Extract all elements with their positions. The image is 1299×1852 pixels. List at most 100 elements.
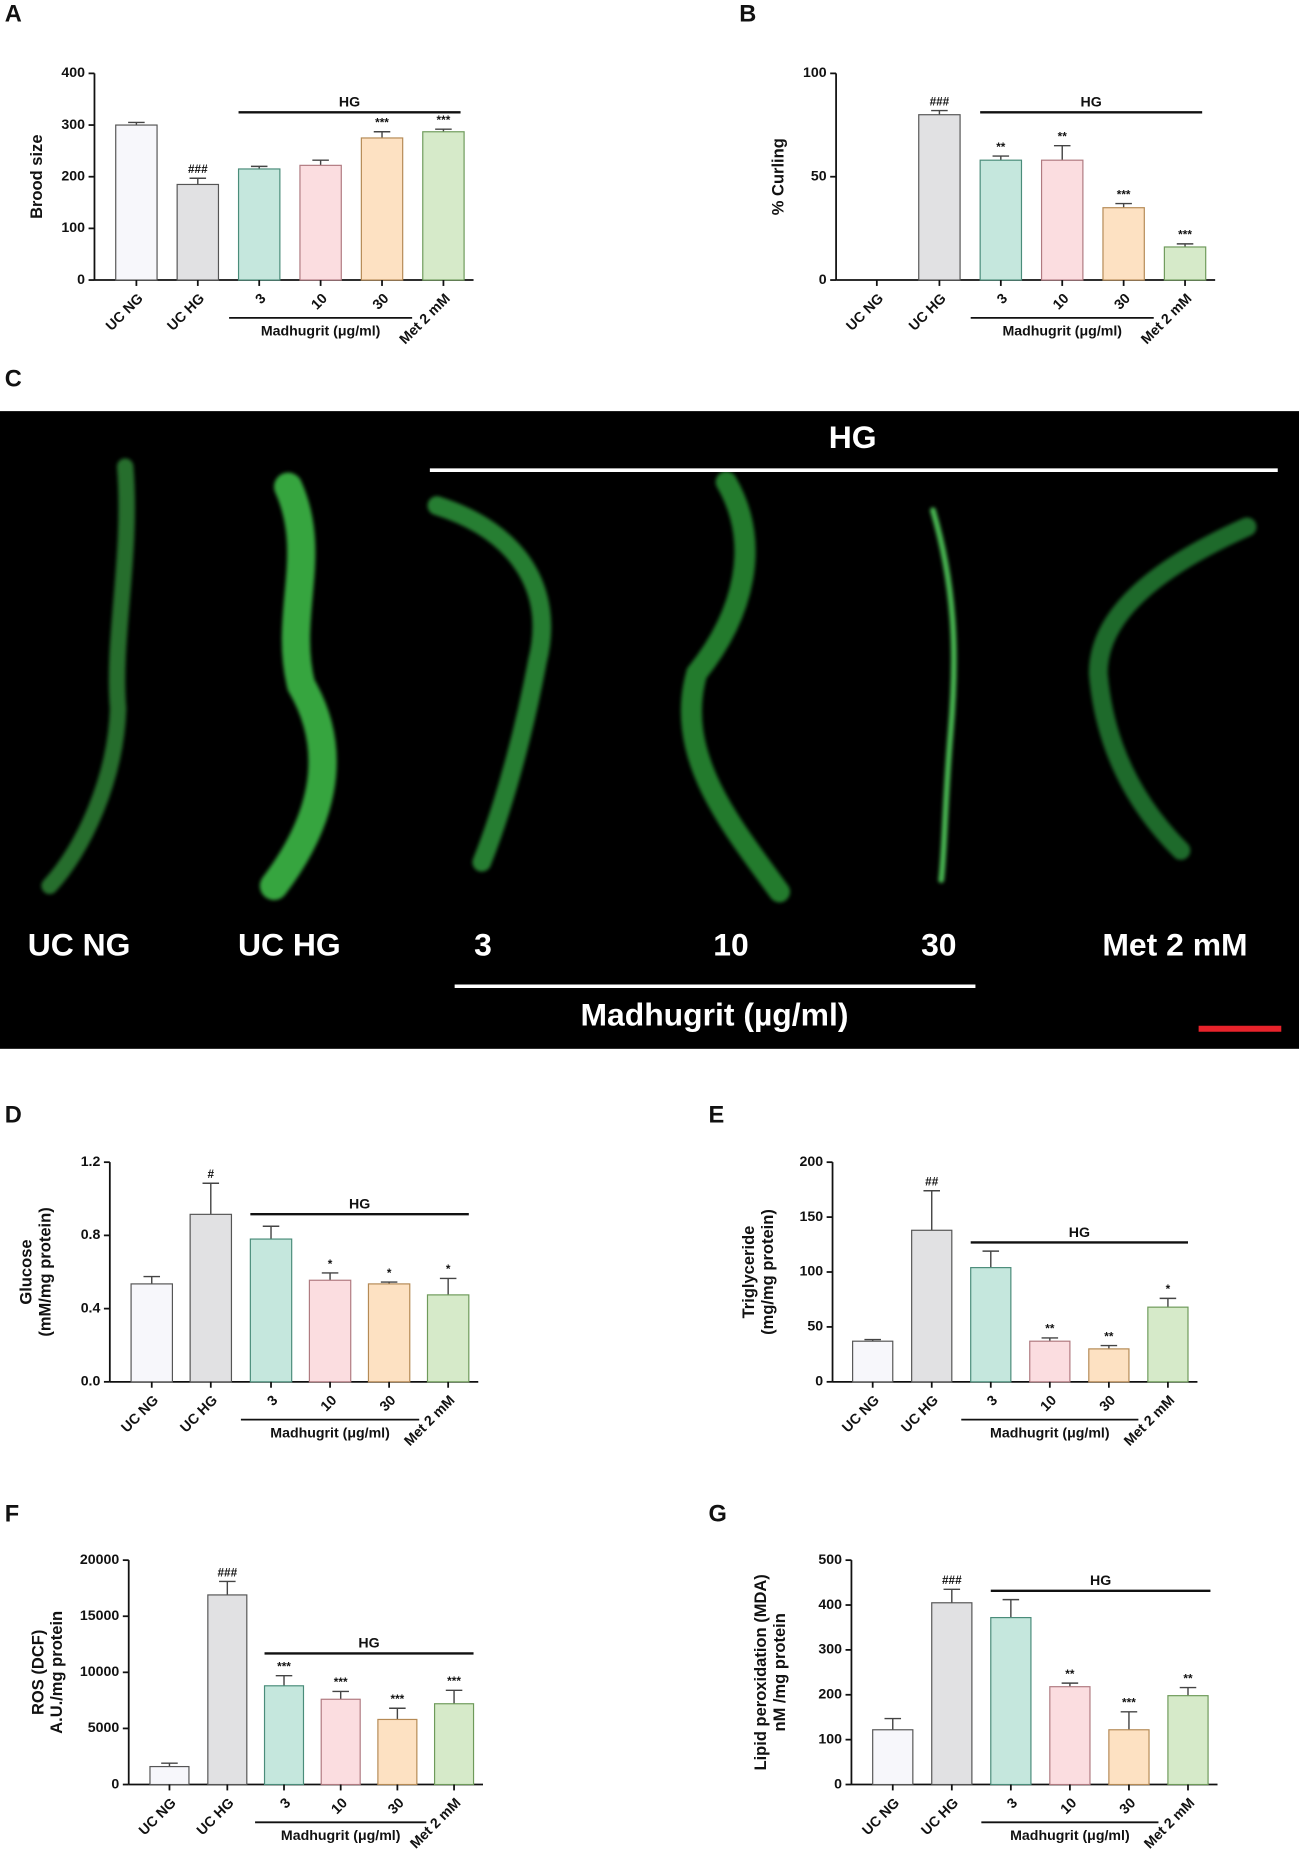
- chart: G 0 100 200 300 400 500 Lipid peroxidation (MDA…: [709, 1502, 1218, 1852]
- x-tick-label: Met 2 mM: [1141, 1795, 1198, 1852]
- image-label: UC HG: [238, 927, 341, 963]
- y-tick-label: 500: [818, 1552, 842, 1568]
- bar: [1167, 1695, 1209, 1786]
- image-label: 10: [713, 927, 748, 963]
- x-tick-label: 3: [1004, 1795, 1021, 1812]
- significance-label: ***: [1122, 1696, 1136, 1710]
- x-tick-label: 3: [994, 291, 1011, 308]
- significance-label: ***: [334, 1675, 348, 1689]
- y-tick-label: 50: [807, 1319, 823, 1335]
- y-tick-label: 100: [818, 1731, 842, 1747]
- bar: [149, 1765, 190, 1786]
- y-tick-label: 400: [61, 65, 85, 81]
- significance-label: ###: [188, 162, 208, 176]
- chart: D 0.0 0.4 0.8 1.2 Glucose (mM/mg protein) UC NG…: [5, 1102, 479, 1449]
- y-tick-label: 5000: [88, 1720, 120, 1736]
- x-tick-label: UC NG: [103, 291, 147, 335]
- group-label: HG: [829, 419, 877, 455]
- significance-label: ***: [437, 113, 451, 127]
- bar: [433, 1703, 475, 1786]
- y-axis-label: Triglyceride: [739, 1226, 758, 1319]
- bar: [308, 1279, 352, 1383]
- y-tick-label: 300: [61, 117, 85, 133]
- x-tick-label: 30: [1117, 1795, 1140, 1818]
- significance-label: ***: [390, 1692, 404, 1706]
- bar: [426, 1294, 470, 1383]
- bar: [115, 124, 158, 281]
- significance-label: ***: [1178, 228, 1192, 242]
- significance-label: **: [1058, 130, 1068, 144]
- group-label: HG: [349, 1196, 370, 1212]
- worms: [41, 458, 1257, 903]
- x-tick-label: Met 2 mM: [401, 1393, 458, 1450]
- bar: [1088, 1348, 1130, 1383]
- x-tick-label: 30: [385, 1795, 408, 1818]
- x-tick-label: Met 2 mM: [1138, 291, 1195, 348]
- y-axis-label: Brood size: [27, 134, 46, 218]
- significance-label: ***: [375, 116, 389, 130]
- significance-label: **: [1104, 1329, 1114, 1343]
- x-tick-label: UC HG: [177, 1393, 221, 1437]
- y-tick-label: 100: [803, 65, 827, 81]
- y-tick-label: 0.8: [81, 1227, 101, 1243]
- image-label: Met 2 mM: [1102, 927, 1247, 963]
- bar: [970, 1267, 1012, 1383]
- x-tick-label: 10: [1050, 291, 1073, 314]
- significance-label: **: [1183, 1671, 1193, 1685]
- bar: [367, 1283, 411, 1383]
- significance-label: ##: [925, 1175, 939, 1189]
- panel-letter: C: [5, 367, 22, 393]
- bar: [263, 1685, 305, 1786]
- x-tick-label: 30: [377, 1392, 400, 1415]
- y-tick-label: 50: [811, 168, 827, 184]
- x-tick-label: Met 2 mM: [397, 291, 454, 348]
- bar: [237, 168, 281, 281]
- significance-label: *: [1166, 1282, 1171, 1296]
- significance-label: **: [1065, 1667, 1075, 1681]
- image-label: 3: [474, 927, 492, 963]
- x-tick-label: UC NG: [859, 1795, 903, 1839]
- significance-label: ***: [277, 1660, 291, 1674]
- group-label: HG: [1090, 1573, 1111, 1589]
- y-tick-label: 150: [799, 1209, 823, 1225]
- y-tick-label: 100: [799, 1264, 823, 1280]
- x-tick-label: UC NG: [843, 291, 887, 335]
- sub-label: Madhugrit (μg/ml): [270, 1426, 390, 1442]
- x-tick-label: 3: [277, 1795, 294, 1812]
- y-tick-label: 20000: [80, 1552, 119, 1568]
- significance-label: **: [1045, 1322, 1055, 1336]
- x-tick-label: UC NG: [136, 1795, 180, 1839]
- bar: [176, 183, 220, 281]
- x-tick-label: UC HG: [906, 291, 950, 335]
- sub-label: Madhugrit (μg/ml): [281, 1828, 401, 1844]
- x-tick-label: 3: [984, 1392, 1001, 1409]
- chart: F 0 5000 10000 15000 20000 ROS (DCF) A.U./mg pr…: [5, 1502, 483, 1852]
- y-tick-label: 200: [799, 1154, 823, 1170]
- panel-letter: E: [709, 1102, 725, 1128]
- x-tick-label: Met 2 mM: [1121, 1393, 1178, 1450]
- bar: [1108, 1729, 1150, 1786]
- bar: [249, 1238, 293, 1383]
- x-tick-label: 10: [308, 291, 331, 314]
- x-tick-label: Met 2 mM: [407, 1795, 464, 1852]
- significance-label: *: [328, 1257, 333, 1271]
- x-tick-label: 10: [328, 1795, 351, 1818]
- y-tick-label: 1.2: [81, 1154, 101, 1170]
- bar: [422, 131, 465, 281]
- y-tick-label: 0: [819, 272, 827, 288]
- bar: [979, 159, 1023, 281]
- bar: [320, 1698, 361, 1786]
- y-axis-label: % Curling: [769, 138, 788, 215]
- panel-letter: B: [739, 2, 756, 28]
- bar: [931, 1602, 973, 1786]
- bar: [911, 1229, 953, 1383]
- y-tick-label: 400: [818, 1597, 842, 1613]
- y-tick-label: 0: [834, 1776, 842, 1792]
- significance-label: *: [387, 1266, 392, 1280]
- x-tick-label: UC HG: [194, 1795, 238, 1839]
- sub-label: Madhugrit (µg/ml): [580, 996, 848, 1032]
- y-tick-label: 0.0: [81, 1374, 101, 1390]
- sub-label: Madhugrit (μg/ml): [1010, 1828, 1130, 1844]
- micrograph: [0, 411, 1299, 1049]
